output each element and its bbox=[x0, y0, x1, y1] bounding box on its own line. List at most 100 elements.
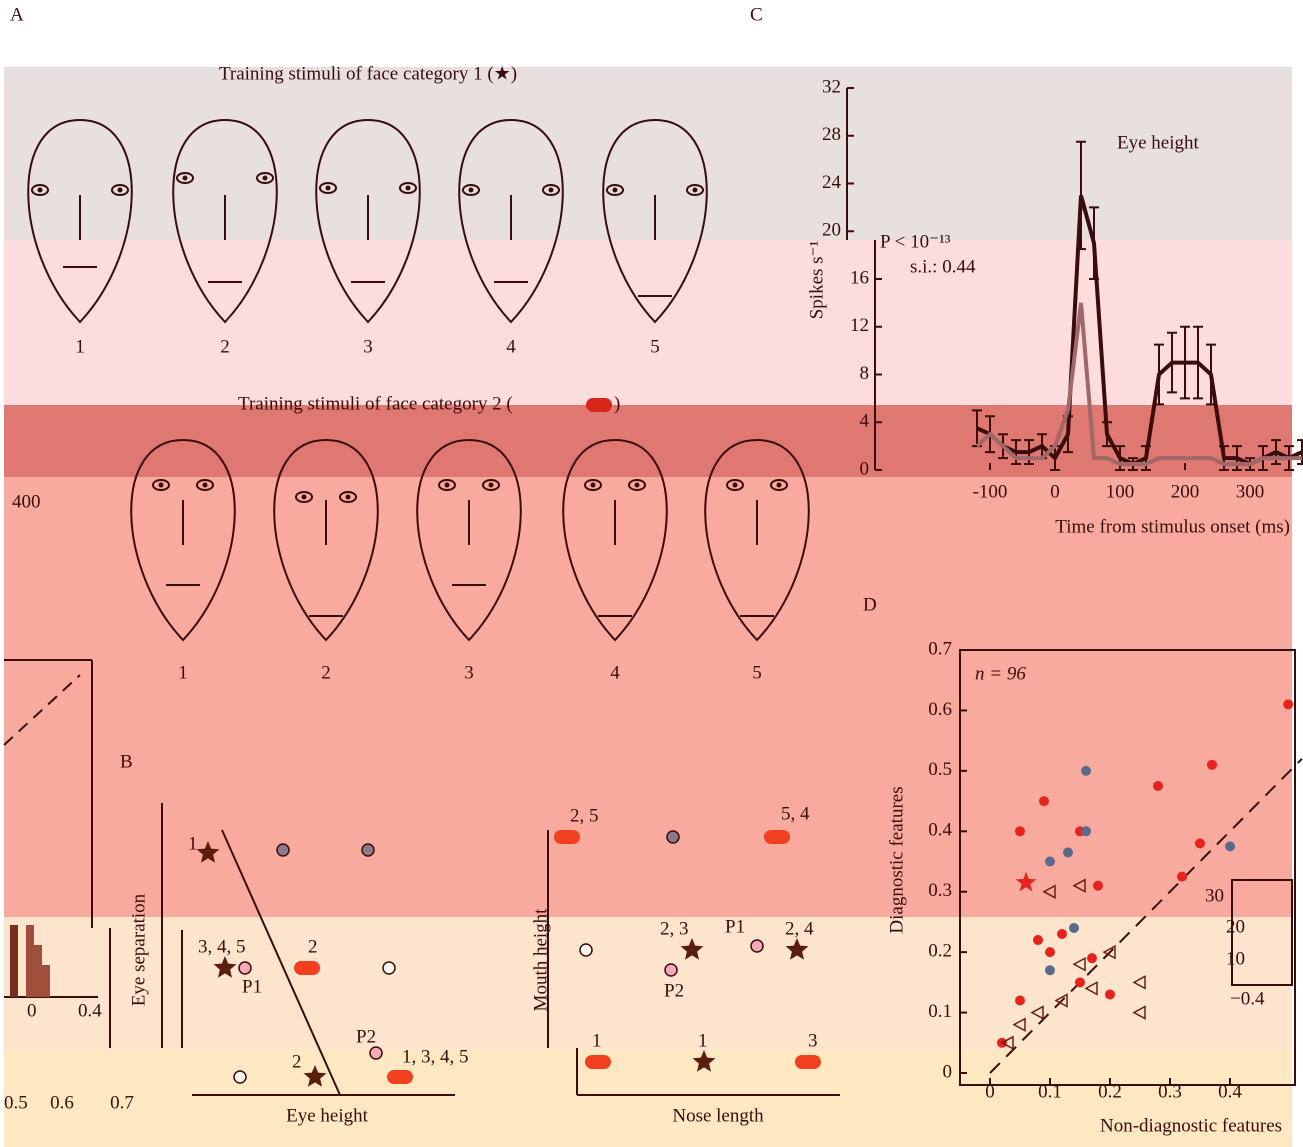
y-tick-label: 0.3 bbox=[928, 880, 952, 901]
face-outline bbox=[130, 439, 236, 642]
circle-marker bbox=[382, 961, 396, 975]
pupil bbox=[301, 494, 307, 500]
eye bbox=[770, 479, 788, 491]
scatter-point bbox=[1075, 977, 1085, 988]
x-tick-label: 0 bbox=[1050, 481, 1060, 502]
pupil bbox=[345, 494, 351, 500]
fragment-bar bbox=[34, 945, 42, 997]
scatter-point bbox=[1283, 699, 1294, 710]
x-tick-label: 0.1 bbox=[1038, 1081, 1062, 1102]
point-label: 2, 4 bbox=[785, 918, 814, 939]
pupil bbox=[37, 187, 43, 193]
star-marker bbox=[680, 938, 704, 960]
inset-label: 30 bbox=[1205, 885, 1224, 906]
point-label: 2 bbox=[292, 1051, 302, 1072]
face-outline bbox=[562, 439, 668, 642]
scatter-point bbox=[1177, 871, 1187, 882]
fragment-bar bbox=[42, 965, 50, 997]
face-label: 5 bbox=[650, 336, 660, 357]
eye bbox=[606, 184, 624, 196]
fragment-text: 0.6 bbox=[50, 1092, 74, 1113]
scatter-point bbox=[1132, 975, 1146, 990]
x-tick-label: 0.3 bbox=[1158, 1081, 1182, 1102]
point-label: P2 bbox=[356, 1026, 376, 1047]
y-tick-label: 28 bbox=[822, 124, 841, 145]
x-tick-label: 0.2 bbox=[1098, 1081, 1122, 1102]
x-tick-label: 0.4 bbox=[1218, 1081, 1242, 1102]
face-label: 5 bbox=[752, 662, 762, 683]
y-axis-label: Diagnostic features bbox=[886, 786, 907, 933]
scatter-point bbox=[1000, 1035, 1014, 1051]
panel-title: Training stimuli of face category 2 ( bbox=[238, 393, 513, 414]
eye bbox=[31, 184, 49, 196]
scatter-point bbox=[1057, 929, 1067, 940]
x-axis-label: Eye height bbox=[286, 1105, 369, 1126]
circle-marker bbox=[666, 830, 680, 844]
error-bar bbox=[1154, 343, 1164, 406]
y-tick-label: 24 bbox=[822, 172, 842, 193]
error-bar bbox=[1206, 343, 1216, 406]
y-tick-label: 4 bbox=[860, 411, 870, 432]
face-label: 3 bbox=[464, 662, 474, 683]
pupil bbox=[612, 187, 618, 193]
x-axis-label: Time from stimulus onset (ms) bbox=[1055, 516, 1290, 537]
point-label: 1 bbox=[188, 833, 198, 854]
scatter-point bbox=[1033, 935, 1043, 946]
y-tick-label: 0.1 bbox=[928, 1001, 952, 1022]
pupil bbox=[444, 482, 450, 488]
scatter-point bbox=[1015, 995, 1025, 1006]
pupil bbox=[405, 185, 411, 191]
annotation: P < 10⁻¹³ bbox=[880, 231, 951, 252]
pupil bbox=[158, 482, 164, 488]
boundary bbox=[221, 829, 341, 1096]
plot-frame bbox=[959, 649, 1296, 1086]
band bbox=[0, 0, 1303, 67]
face-label: 2 bbox=[321, 662, 331, 683]
pill-marker bbox=[554, 830, 580, 844]
pill-marker bbox=[764, 830, 790, 844]
panel-label: D bbox=[863, 594, 877, 615]
circle-marker bbox=[238, 961, 252, 975]
star-marker bbox=[692, 1050, 716, 1072]
point-label: P1 bbox=[725, 916, 745, 937]
fragment-text: 0.4 bbox=[78, 1000, 102, 1021]
point-label: 1 bbox=[698, 1030, 708, 1051]
face-label: 1 bbox=[178, 662, 188, 683]
inset-label: −0.4 bbox=[1230, 988, 1265, 1009]
pupil bbox=[262, 175, 268, 181]
pill-marker bbox=[795, 1055, 821, 1069]
y-axis-label: Spikes s⁻¹ bbox=[806, 240, 827, 319]
point-label: P2 bbox=[664, 980, 684, 1001]
scatter-point bbox=[1042, 884, 1056, 899]
eye bbox=[686, 184, 704, 196]
error-bar bbox=[1180, 325, 1190, 400]
category-marker bbox=[586, 398, 612, 412]
scatter-point bbox=[1030, 1005, 1044, 1020]
error-bar bbox=[1089, 206, 1099, 280]
scatter-point bbox=[1072, 878, 1086, 893]
eye bbox=[462, 184, 480, 196]
point-label: 1, 3, 4, 5 bbox=[402, 1046, 469, 1067]
pill-marker bbox=[294, 961, 320, 975]
pupil bbox=[325, 185, 331, 191]
error-bar bbox=[1102, 421, 1112, 448]
error-bar bbox=[1076, 140, 1086, 251]
face-outline bbox=[315, 119, 421, 324]
circle-marker bbox=[664, 963, 678, 977]
inset-label: 10 bbox=[1226, 948, 1245, 969]
panel-title: ) bbox=[614, 393, 620, 414]
eye bbox=[339, 491, 357, 503]
eye bbox=[438, 479, 456, 491]
y-tick-label: 12 bbox=[850, 315, 869, 336]
face-outline bbox=[704, 439, 810, 642]
annotation: s.i.: 0.44 bbox=[910, 256, 976, 277]
y-tick-label: 16 bbox=[850, 267, 869, 288]
pupil bbox=[117, 187, 123, 193]
pupil bbox=[732, 482, 738, 488]
scatter-point bbox=[1015, 826, 1025, 837]
annotation: Eye height bbox=[1117, 132, 1200, 153]
scatter-point bbox=[1045, 947, 1055, 958]
eye bbox=[584, 479, 602, 491]
scatter-point bbox=[1081, 765, 1091, 776]
